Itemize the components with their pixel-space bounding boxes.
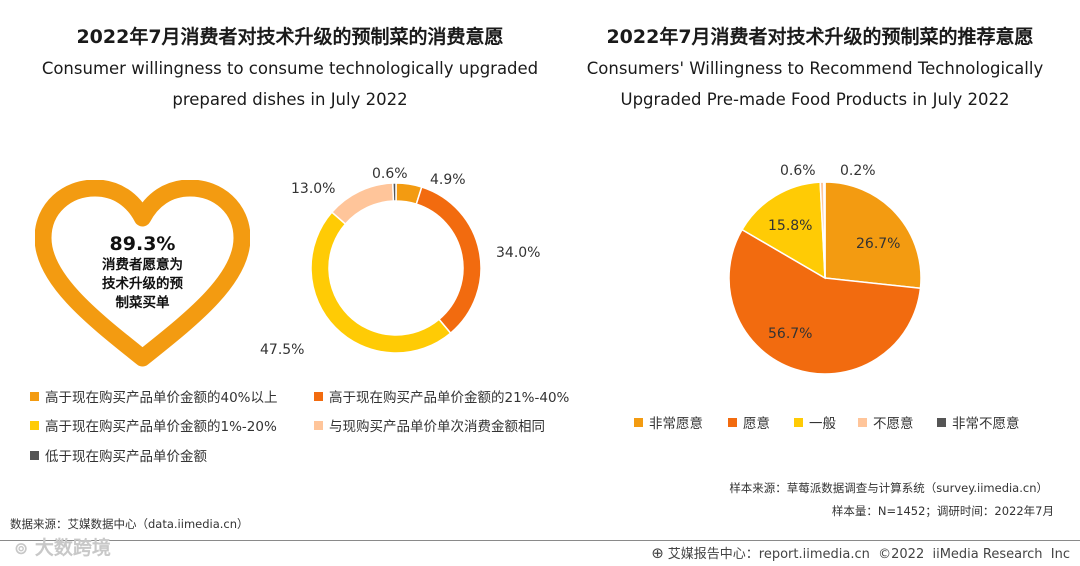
donut-slice-3 xyxy=(310,211,452,354)
left-chart-title-en: Consumer willingness to consume technolo… xyxy=(0,53,580,115)
right-chart-title-en: Consumers' Willingness to Recommend Tech… xyxy=(560,53,1070,115)
pie-slice-3 xyxy=(741,181,826,280)
footer-label: 艾媒报告中心：report.iimedia.cn ©2022 iiMedia R… xyxy=(667,547,1070,562)
legend-label: 不愿意 xyxy=(873,416,914,432)
left-legend-item-5: 低于现在购买产品单价金额 xyxy=(30,445,207,465)
watermark-logo-icon: ⊚ xyxy=(14,539,29,559)
legend-label: 一般 xyxy=(809,416,836,432)
legend-swatch xyxy=(937,417,946,427)
donut-label-34.0: 34.0% xyxy=(496,245,541,261)
left-legend-item-1: 高于现在购买产品单价金额的40%以上 xyxy=(30,386,278,406)
right-legend-item-2: 愿意 xyxy=(728,412,770,432)
pie-label-0.6: 0.6% xyxy=(780,163,816,179)
globe-icon: ⊕ xyxy=(651,543,664,562)
legend-swatch xyxy=(794,417,803,427)
legend-label: 高于现在购买产品单价金额的40%以上 xyxy=(45,390,278,406)
watermark-text: 大数跨境 xyxy=(34,537,111,559)
left-legend-item-2: 高于现在购买产品单价金额的21%-40% xyxy=(314,386,569,406)
legend-swatch xyxy=(634,417,643,427)
donut-label-0.6: 0.6% xyxy=(372,166,408,182)
donut-slice-2 xyxy=(415,186,482,335)
right-legend-item-4: 不愿意 xyxy=(858,412,914,432)
legend-label: 与现购买产品单价单次消费金额相同 xyxy=(329,419,545,435)
heart-value: 89.3% xyxy=(109,233,176,255)
right-title-en-line2: Upgraded Pre-made Food Products in July … xyxy=(620,90,1010,109)
donut-slice-5 xyxy=(392,182,397,202)
heart-text-1: 消费者愿意为 xyxy=(102,257,183,273)
legend-swatch xyxy=(858,417,867,427)
right-chart-title-cn: 2022年7月消费者对技术升级的预制菜的推荐意愿 xyxy=(606,26,1034,48)
legend-swatch xyxy=(30,391,39,401)
donut-label-4.9: 4.9% xyxy=(430,172,466,188)
legend-label: 非常愿意 xyxy=(649,416,703,432)
right-legend-item-5: 非常不愿意 xyxy=(937,412,1020,432)
heart-graphic xyxy=(35,180,250,367)
pie-label-26.7: 26.7% xyxy=(856,236,901,252)
legend-swatch xyxy=(30,420,39,430)
right-legend-item-1: 非常愿意 xyxy=(634,412,703,432)
pie-label-56.7: 56.7% xyxy=(768,326,813,342)
left-legend-item-4: 与现购买产品单价单次消费金额相同 xyxy=(314,415,545,435)
footer-text: ⊕ 艾媒报告中心：report.iimedia.cn ©2022 iiMedia… xyxy=(651,543,1070,563)
legend-swatch xyxy=(728,417,737,427)
heart-text-2: 技术升级的预 xyxy=(102,276,183,292)
heart-text-3: 制菜买单 xyxy=(115,295,170,311)
sample-size-note: 样本量：N=1452；调研时间：2022年7月 xyxy=(831,504,1054,518)
pie-slice-5 xyxy=(823,181,826,279)
legend-label: 非常不愿意 xyxy=(952,416,1020,432)
donut-label-13.0: 13.0% xyxy=(291,181,336,197)
footer-divider xyxy=(0,540,1080,541)
legend-label: 低于现在购买产品单价金额 xyxy=(45,449,207,465)
legend-label: 高于现在购买产品单价金额的21%-40% xyxy=(329,390,570,406)
legend-swatch xyxy=(30,450,39,460)
legend-swatch xyxy=(314,420,323,430)
legend-swatch xyxy=(314,391,323,401)
left-chart-title-cn: 2022年7月消费者对技术升级的预制菜的消费意愿 xyxy=(76,26,504,48)
pie-label-0.2: 0.2% xyxy=(840,163,876,179)
data-source-note: 数据来源：艾媒数据中心（data.iimedia.cn） xyxy=(10,517,249,531)
legend-label: 高于现在购买产品单价金额的1%-20% xyxy=(45,419,277,435)
legend-label: 愿意 xyxy=(743,416,770,432)
right-legend-item-3: 一般 xyxy=(794,412,836,432)
right-title-en-line1: Consumers' Willingness to Recommend Tech… xyxy=(586,59,1044,78)
pie-slice-1 xyxy=(824,181,922,290)
heart-icon xyxy=(35,180,250,367)
watermark: ⊚ 大数跨境 xyxy=(14,533,111,560)
sample-source-note: 样本来源：草莓派数据调查与计算系统（survey.iimedia.cn） xyxy=(729,481,1048,495)
pie-label-15.8: 15.8% xyxy=(768,218,813,234)
donut-label-47.5: 47.5% xyxy=(260,342,305,358)
left-title-en-line1: Consumer willingness to consume technolo… xyxy=(41,59,539,78)
left-title-en-line2: prepared dishes in July 2022 xyxy=(172,90,408,109)
heart-content: 89.3% 消费者愿意为 技术升级的预 制菜买单 xyxy=(80,232,205,313)
donut-slice-4 xyxy=(330,182,395,226)
left-legend-item-3: 高于现在购买产品单价金额的1%-20% xyxy=(30,415,277,435)
pie-slice-2 xyxy=(728,228,922,375)
